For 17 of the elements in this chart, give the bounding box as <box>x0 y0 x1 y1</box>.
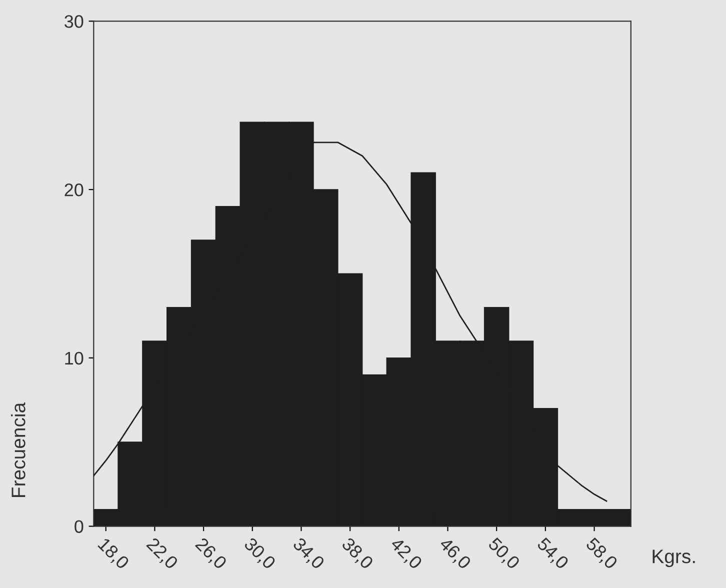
x-tick-label: 34,0 <box>290 536 326 572</box>
x-axis-title: Kgrs. <box>652 550 695 568</box>
x-tick-label: 26,0 <box>193 536 228 572</box>
y-tick-label: 10 <box>65 352 84 365</box>
x-tick-label: 46,0 <box>437 536 472 572</box>
x-tick-label: 50,0 <box>486 536 521 572</box>
x-tick-label: 38,0 <box>340 536 374 572</box>
y-tick-label: 0 <box>74 520 84 533</box>
y-tick-label: 30 <box>64 15 84 28</box>
x-tick-label: 18,0 <box>96 537 130 572</box>
y-axis-title: Frecuencia <box>11 402 26 497</box>
x-tick-label: 30,0 <box>242 536 276 572</box>
x-tick-label: 54,0 <box>535 536 570 572</box>
x-tick-label: 42,0 <box>388 536 423 572</box>
x-tick-label: 58,0 <box>584 536 618 572</box>
y-tick-label: 20 <box>64 183 84 196</box>
x-tick-label: 22,0 <box>144 536 179 572</box>
